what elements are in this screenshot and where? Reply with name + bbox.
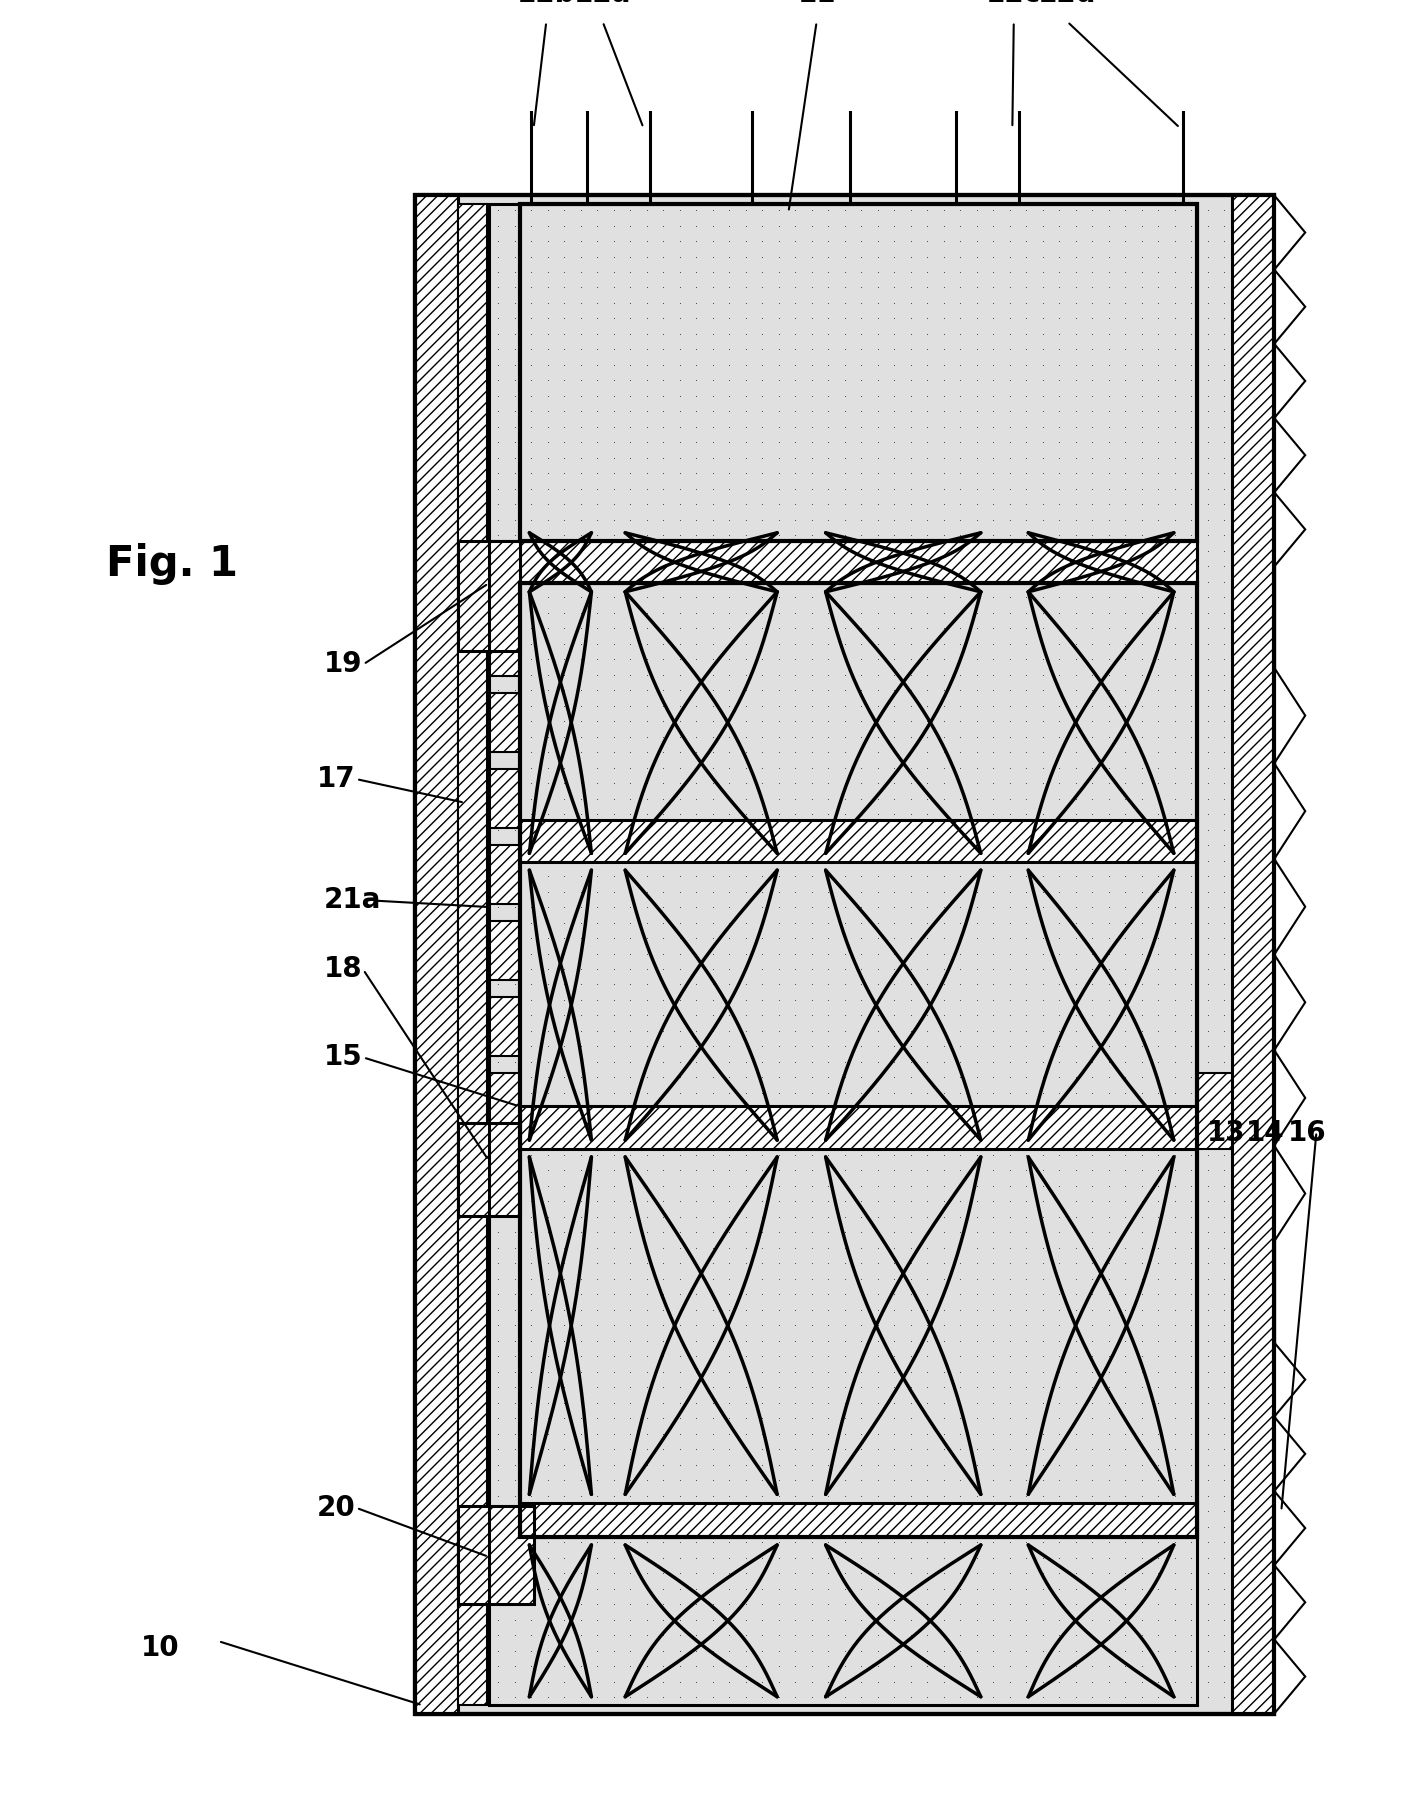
Bar [489,770,520,829]
Bar [489,921,520,980]
Text: 15: 15 [324,1043,363,1070]
Text: 18: 18 [324,955,362,984]
Polygon shape [1274,955,1305,1050]
Text: 12c: 12c [986,0,1042,9]
Text: 14: 14 [1246,1118,1284,1147]
Bar [489,845,520,904]
Polygon shape [1274,1417,1305,1491]
Bar [415,196,458,1713]
Bar [1197,1073,1232,1149]
Text: 12d: 12d [1038,0,1097,9]
Bar [458,1507,534,1604]
Bar [458,541,520,651]
Text: 19: 19 [324,649,362,678]
Bar [415,196,1274,1713]
Bar [520,1503,1197,1537]
Bar [520,584,1197,1537]
Bar [1232,196,1274,1713]
Text: 20: 20 [317,1492,356,1521]
Bar [489,205,1197,1705]
Text: 16: 16 [1288,1118,1326,1147]
Polygon shape [1274,1050,1305,1145]
Bar [458,1124,520,1215]
Polygon shape [1274,1491,1305,1566]
Polygon shape [1274,859,1305,955]
Polygon shape [1274,196,1305,270]
Bar [458,205,487,1705]
Bar [489,1073,520,1133]
Polygon shape [1274,1145,1305,1242]
Bar [489,998,520,1055]
Text: 13: 13 [1207,1118,1245,1147]
Text: 12a: 12a [574,0,631,9]
Text: 10: 10 [141,1633,179,1661]
Bar [489,619,520,676]
Polygon shape [1274,493,1305,566]
Polygon shape [1274,1566,1305,1640]
Text: Fig. 1: Fig. 1 [106,543,238,584]
Text: 17: 17 [317,764,355,793]
Polygon shape [1274,270,1305,345]
Polygon shape [1274,764,1305,859]
Text: 21a: 21a [324,886,382,913]
Polygon shape [1274,419,1305,493]
Bar [489,694,520,753]
Polygon shape [1274,1640,1305,1713]
Text: 12b: 12b [517,0,576,9]
Polygon shape [1274,1343,1305,1417]
Bar [520,1108,1197,1149]
Text: 11: 11 [797,0,836,9]
Bar [520,205,1197,541]
Bar [520,541,1197,584]
Bar [489,541,520,601]
Polygon shape [1274,669,1305,764]
Bar [520,820,1197,863]
Bar [415,196,1274,1713]
Polygon shape [1274,345,1305,419]
